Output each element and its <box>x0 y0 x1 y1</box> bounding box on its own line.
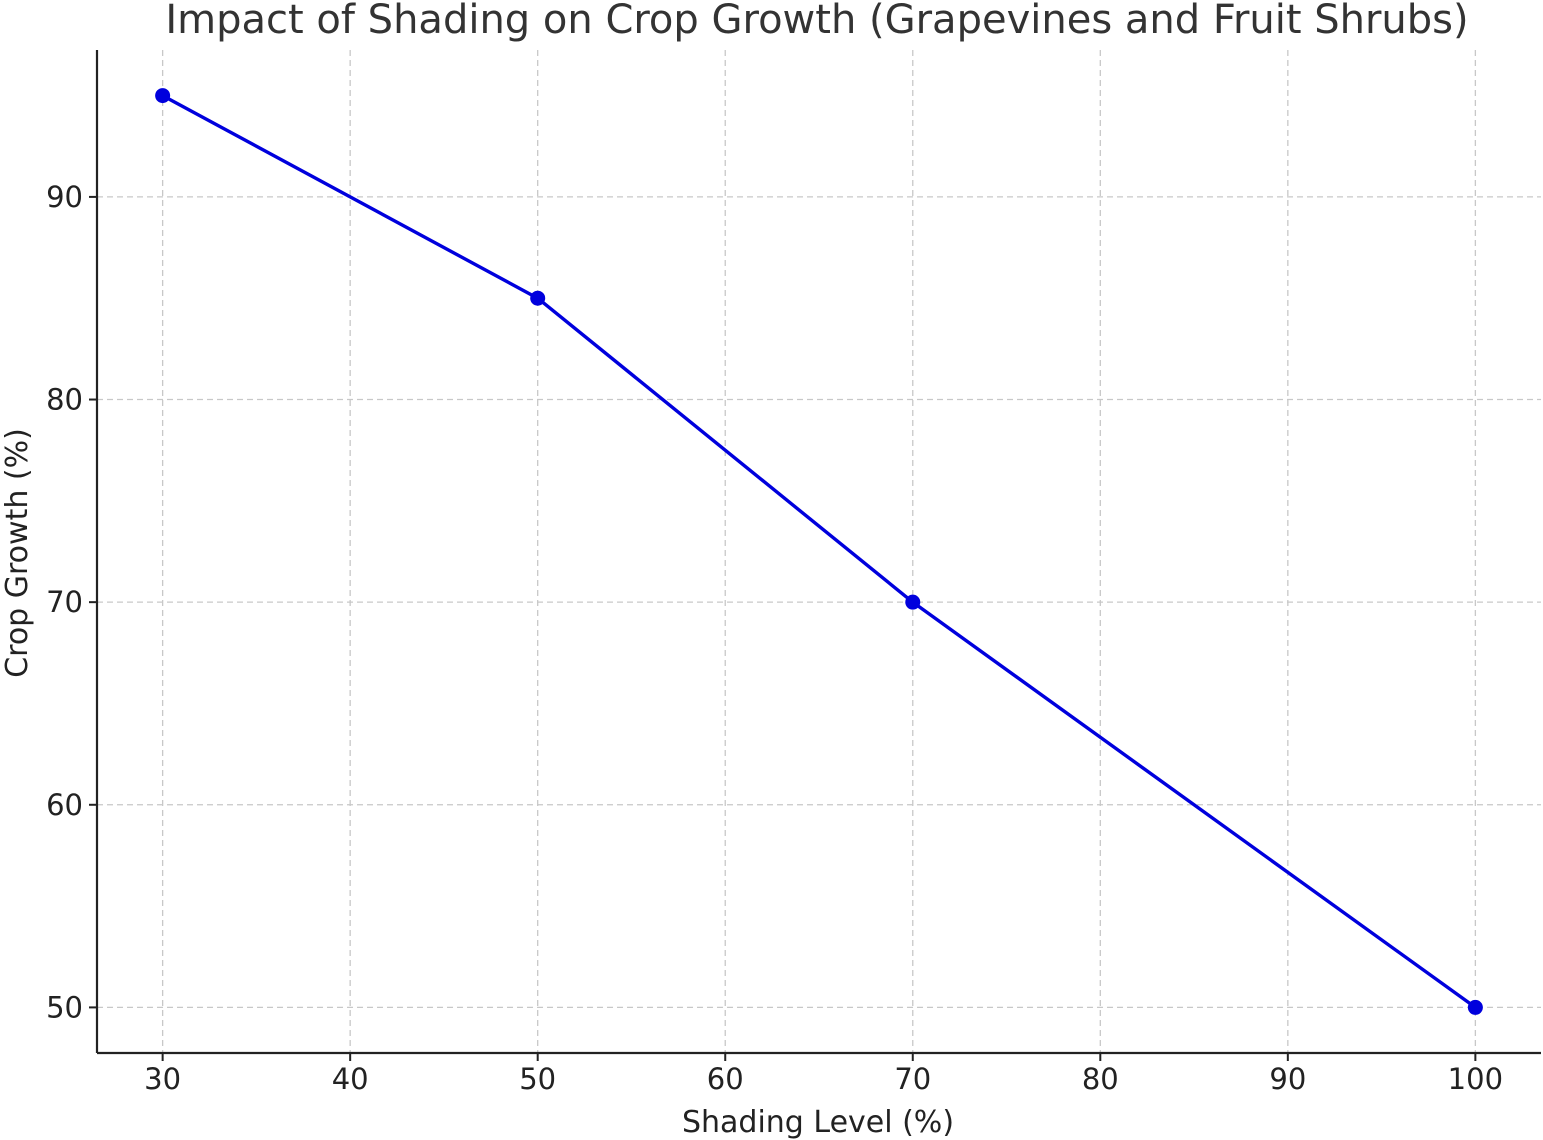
chart-title: Impact of Shading on Crop Growth (Grapev… <box>165 0 1468 43</box>
y-tick-label: 60 <box>46 788 83 822</box>
y-tick-label: 90 <box>46 180 83 214</box>
x-axis-label: Shading Level (%) <box>682 1105 954 1140</box>
axes <box>95 50 1541 1055</box>
x-tick-label: 90 <box>1269 1062 1306 1096</box>
x-tick-label: 30 <box>144 1062 181 1096</box>
y-tick-label: 50 <box>46 990 83 1024</box>
x-tick-label: 60 <box>707 1062 744 1096</box>
y-tick-label: 70 <box>46 585 83 619</box>
y-axis-label: Crop Growth (%) <box>0 428 35 678</box>
y-tick-label: 80 <box>46 383 83 417</box>
data-point <box>905 594 921 610</box>
data-point <box>155 88 171 104</box>
data-point <box>530 290 546 306</box>
tick-marks: 30 40 50 60 70 80 90 100 50 60 70 80 90 <box>46 180 1503 1096</box>
series-line <box>161 94 1477 1009</box>
data-series <box>155 88 1483 1015</box>
data-point <box>1467 999 1483 1015</box>
grid-lines <box>97 50 1541 1053</box>
x-tick-label: 50 <box>519 1062 556 1096</box>
x-tick-label: 70 <box>894 1062 931 1096</box>
x-tick-label: 100 <box>1448 1062 1503 1096</box>
x-tick-label: 40 <box>332 1062 369 1096</box>
x-tick-label: 80 <box>1082 1062 1119 1096</box>
